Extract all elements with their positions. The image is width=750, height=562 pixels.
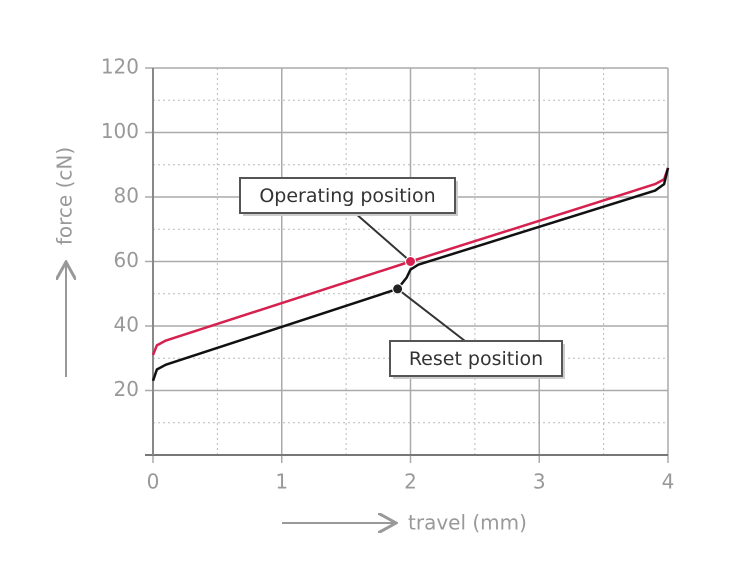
y-axis-label: force (cN) [53, 147, 77, 245]
annotation-box [389, 340, 563, 377]
x-tick-label: 1 [275, 470, 288, 494]
y-tick-label: 100 [101, 119, 139, 143]
annotation-text: Operating position [259, 185, 435, 207]
annotation-point [405, 256, 416, 267]
annotation-text: Reset position [409, 348, 543, 370]
series-line [151, 167, 670, 382]
annotation-box [239, 177, 456, 214]
y-tick-label: 20 [114, 377, 139, 401]
annotation-point [392, 283, 404, 295]
y-tick-label: 60 [114, 248, 139, 272]
leader-line [397, 288, 466, 342]
x-tick-label: 0 [147, 470, 160, 494]
x-axis-label: travel (mm) [408, 511, 527, 535]
y-tick-label: 40 [114, 313, 139, 337]
x-tick-label: 3 [533, 470, 546, 494]
y-tick-label: 80 [114, 184, 139, 208]
x-tick-label: 2 [404, 470, 417, 494]
x-tick-label: 4 [662, 470, 675, 494]
y-tick-label: 120 [101, 55, 139, 79]
leader-line [354, 212, 412, 263]
